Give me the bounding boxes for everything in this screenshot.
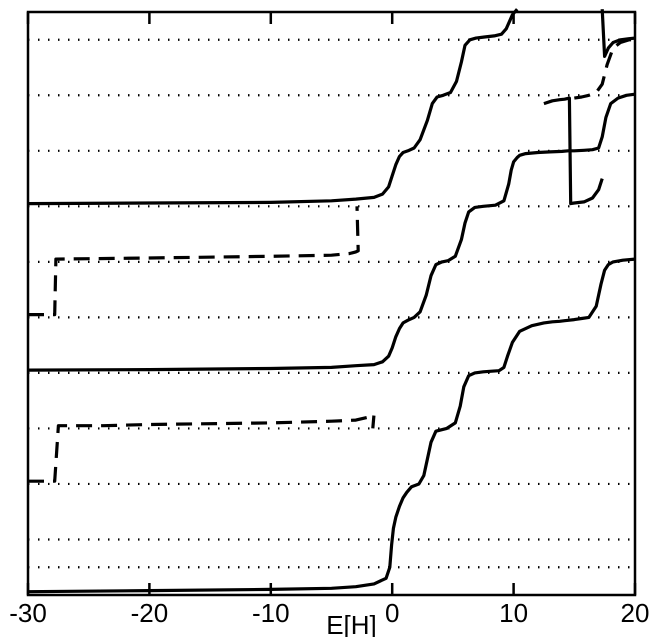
series-group <box>27 8 636 594</box>
x-tick-label-1: -20 <box>131 598 169 628</box>
series-line-1 <box>28 412 376 483</box>
series-line-0 <box>27 257 636 594</box>
x-ticks: -30 -20 -10 0 10 20 <box>9 12 649 628</box>
series-line-5 <box>543 96 604 206</box>
x-tick-label-4: 10 <box>499 598 528 628</box>
series-line-2 <box>27 92 636 372</box>
x-tick-label-2: -10 <box>252 598 290 628</box>
x-tick-label-3: 0 <box>385 598 399 628</box>
x-tick-label-5: 20 <box>621 598 650 628</box>
x-axis-label: E[H] <box>326 610 377 637</box>
series-line-4 <box>27 8 519 206</box>
x-tick-label-0: -30 <box>9 598 47 628</box>
gridlines <box>28 38 635 569</box>
series-line-6 <box>600 9 636 59</box>
series-line-7 <box>574 38 635 100</box>
plot-frame <box>26 10 637 597</box>
series-line-3 <box>28 206 360 317</box>
